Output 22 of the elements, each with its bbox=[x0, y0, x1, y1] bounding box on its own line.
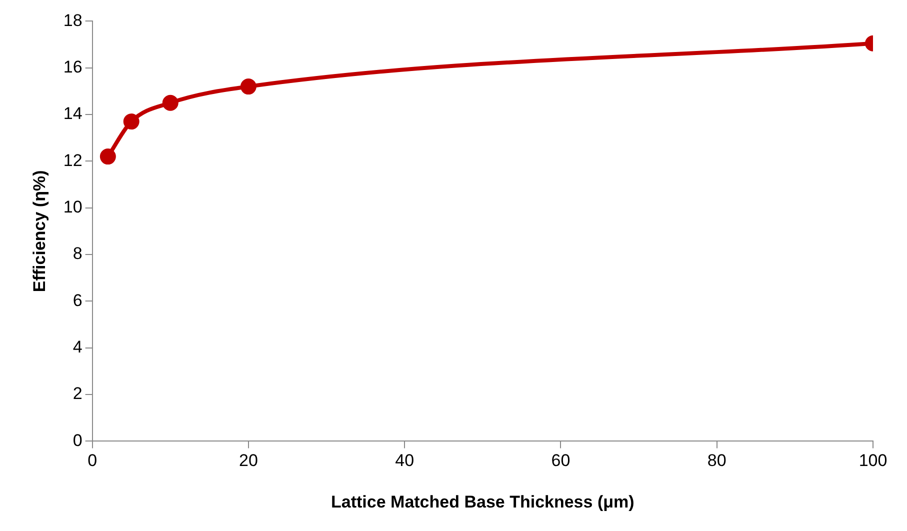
y-tick-label: 10 bbox=[63, 198, 82, 217]
y-tick-label: 2 bbox=[72, 384, 82, 404]
y-tick-label: 6 bbox=[72, 290, 82, 310]
x-tick-label: 20 bbox=[238, 451, 258, 470]
point bbox=[123, 114, 140, 130]
x-tick-label: 0 bbox=[88, 451, 98, 470]
y-tick-label: 16 bbox=[63, 58, 82, 77]
y-tick-label: 14 bbox=[63, 104, 82, 124]
y-tick-label: 4 bbox=[72, 338, 82, 357]
y-tick-label: 18 bbox=[63, 10, 82, 30]
y-tick-label: 0 bbox=[72, 430, 82, 450]
y-axis-title: Efficiency (η%) bbox=[30, 170, 49, 292]
x-tick-label: 40 bbox=[395, 451, 414, 470]
y-tick-label: 8 bbox=[72, 244, 82, 264]
point bbox=[100, 148, 116, 165]
x-tick-label: 80 bbox=[707, 451, 726, 470]
x-tick-label: 100 bbox=[858, 451, 888, 470]
y-tick-label: 12 bbox=[63, 150, 82, 170]
point bbox=[240, 78, 256, 95]
point bbox=[162, 94, 178, 111]
x-axis-title: Lattice Matched Base Thickness (μm) bbox=[331, 492, 634, 512]
x-tick-label: 60 bbox=[551, 451, 570, 470]
